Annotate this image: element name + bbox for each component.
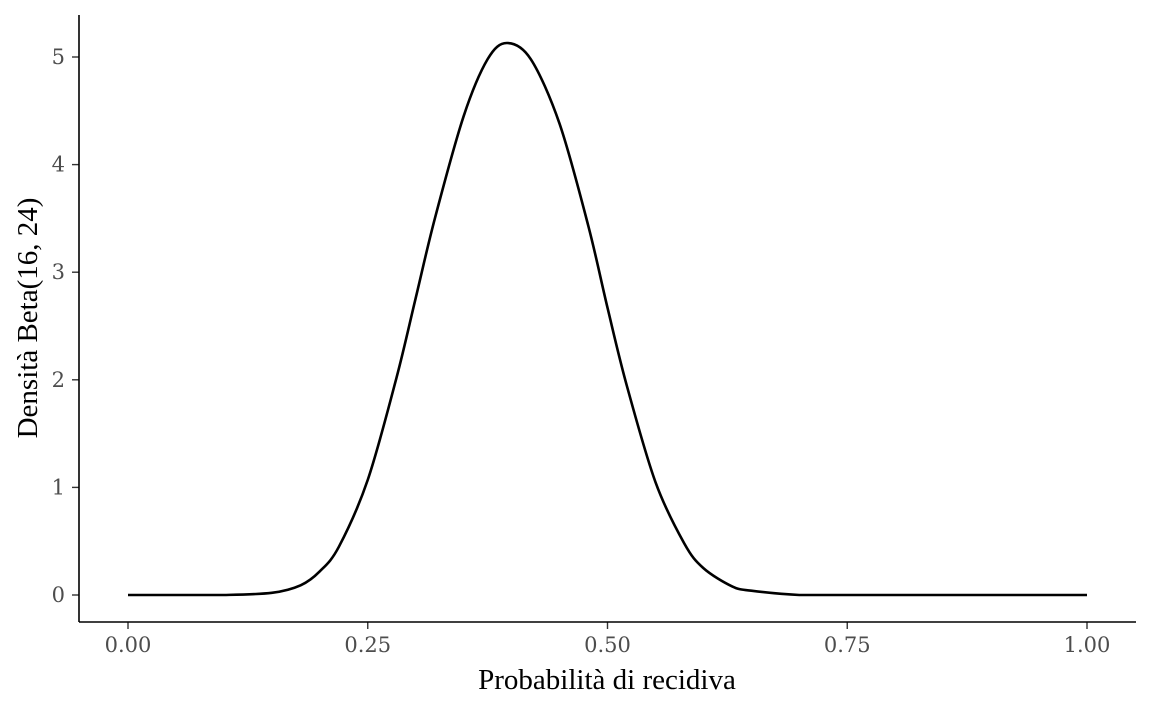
y-tick-label: 3 xyxy=(52,260,65,284)
y-tick-label: 2 xyxy=(52,368,65,392)
x-axis-ticks: 0.00 0.25 0.50 0.75 1.00 xyxy=(105,622,1111,657)
y-axis-ticks: 0 1 2 3 4 5 xyxy=(52,45,79,607)
x-tick-label: 0.75 xyxy=(824,633,871,657)
y-axis-title: Densità Beta(16, 24) xyxy=(12,198,44,439)
y-tick-label: 1 xyxy=(52,475,65,499)
x-tick-label: 1.00 xyxy=(1064,633,1111,657)
x-tick-label: 0.50 xyxy=(584,633,631,657)
beta-density-curve xyxy=(128,41,1087,597)
x-axis-title: Probabilità di recidiva xyxy=(478,664,736,696)
y-tick-label: 4 xyxy=(52,153,65,177)
x-tick-label: 0.00 xyxy=(105,633,152,657)
y-tick-label: 0 xyxy=(52,583,65,607)
y-tick-label: 5 xyxy=(52,45,65,69)
x-tick-label: 0.25 xyxy=(344,633,391,657)
